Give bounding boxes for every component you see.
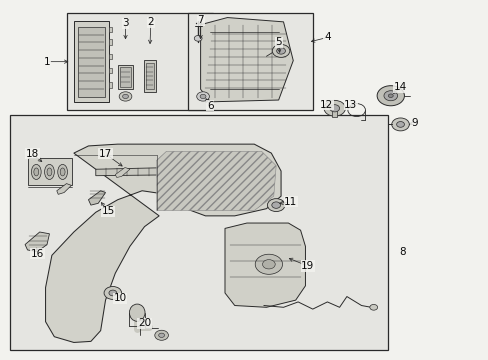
Polygon shape [25, 232, 49, 252]
Ellipse shape [58, 165, 67, 180]
Ellipse shape [47, 168, 52, 176]
Text: 12: 12 [319, 100, 332, 110]
Text: 19: 19 [301, 261, 314, 271]
Circle shape [262, 260, 275, 269]
Polygon shape [45, 144, 281, 342]
Bar [331, 108, 336, 117]
Bar [109, 27, 112, 32]
Text: 9: 9 [410, 118, 417, 128]
Text: 4: 4 [324, 32, 330, 42]
Bar [109, 40, 112, 45]
Circle shape [324, 100, 345, 116]
Text: 10: 10 [113, 293, 126, 303]
Polygon shape [115, 167, 130, 177]
Bar [145, 63, 154, 89]
Text: 13: 13 [344, 100, 357, 110]
Text: 2: 2 [147, 17, 154, 27]
Circle shape [158, 333, 164, 337]
Ellipse shape [60, 168, 65, 176]
Text: 18: 18 [26, 149, 39, 159]
Bar [188, 13, 312, 110]
Polygon shape [57, 184, 71, 194]
Bar [66, 13, 212, 110]
Text: 8: 8 [399, 247, 406, 257]
Circle shape [196, 92, 209, 101]
Text: 1: 1 [43, 57, 50, 67]
Bar [27, 158, 72, 185]
Ellipse shape [44, 165, 54, 180]
Text: 11: 11 [284, 197, 297, 207]
Bar [109, 54, 112, 59]
Text: 5: 5 [275, 37, 282, 47]
Circle shape [387, 94, 392, 98]
Bar [74, 22, 109, 102]
Circle shape [276, 48, 285, 54]
Circle shape [396, 122, 404, 127]
Text: 16: 16 [31, 248, 44, 258]
Circle shape [155, 330, 168, 340]
Polygon shape [96, 168, 159, 176]
Bar [118, 65, 133, 89]
Bar [120, 67, 131, 87]
Circle shape [271, 202, 280, 208]
Circle shape [122, 94, 128, 99]
Text: 20: 20 [138, 319, 151, 328]
Circle shape [329, 105, 339, 112]
Bar [109, 68, 112, 73]
Text: 6: 6 [206, 101, 213, 111]
Polygon shape [200, 18, 293, 102]
Circle shape [272, 44, 289, 57]
Bar [78, 27, 105, 97]
Circle shape [255, 254, 282, 274]
Circle shape [194, 36, 202, 41]
Circle shape [200, 94, 205, 99]
Ellipse shape [129, 304, 145, 321]
Text: 7: 7 [197, 15, 203, 26]
Text: 15: 15 [101, 206, 114, 216]
Circle shape [376, 86, 404, 106]
Polygon shape [157, 151, 276, 211]
Circle shape [383, 91, 397, 101]
Bar [143, 60, 156, 92]
Circle shape [119, 92, 132, 101]
Text: 14: 14 [393, 82, 407, 93]
Text: 3: 3 [122, 18, 128, 28]
Bar [109, 82, 112, 88]
Polygon shape [88, 191, 105, 205]
Polygon shape [224, 223, 305, 307]
Text: 17: 17 [99, 149, 112, 159]
Circle shape [391, 118, 408, 131]
Circle shape [109, 290, 117, 296]
Ellipse shape [31, 165, 41, 180]
Circle shape [104, 287, 122, 300]
Ellipse shape [34, 168, 39, 176]
Circle shape [267, 199, 285, 212]
Bar [10, 116, 387, 350]
Circle shape [369, 305, 377, 310]
